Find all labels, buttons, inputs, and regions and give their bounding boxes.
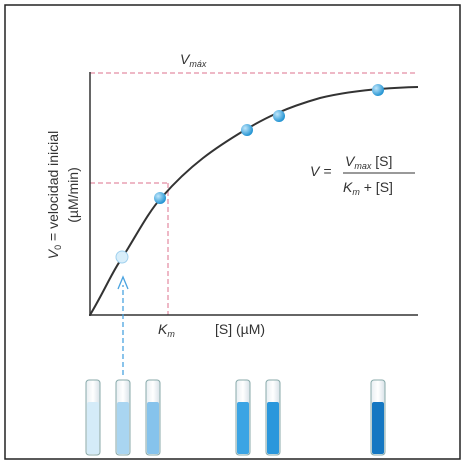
label-part: K: [343, 179, 353, 195]
label-part: = velocidad inicial: [45, 131, 61, 245]
test-tubes: [85, 379, 386, 456]
guides: [90, 72, 418, 315]
label-part: K: [158, 321, 168, 337]
label-part: + [S]: [360, 179, 393, 195]
curve: [89, 86, 419, 316]
x-axis-label: [S] (µM): [215, 321, 265, 337]
label-part: 0: [53, 245, 63, 250]
equation: V = Vmax [S] Km + [S]: [310, 153, 415, 197]
label-part: V: [345, 153, 356, 169]
label-part: V =: [310, 163, 331, 179]
label-part: máx: [189, 59, 207, 69]
label-part: V: [45, 248, 61, 259]
label-part: max: [354, 161, 372, 171]
vmax-label: Vmáx: [180, 51, 207, 69]
svg-text:Vmax [S]: Vmax [S]: [345, 153, 392, 171]
label-part: m: [167, 329, 175, 339]
label-part: [S]: [371, 153, 392, 169]
frame: [4, 4, 461, 460]
km-label: Km: [158, 321, 175, 339]
svg-text:V0 = velocidad inicial: V0 = velocidad inicial: [45, 131, 63, 259]
label-part: V: [180, 51, 191, 67]
points: [115, 84, 384, 264]
svg-text:Km + [S]: Km + [S]: [343, 179, 393, 197]
axes: [89, 72, 418, 316]
arrow-head: [117, 275, 129, 290]
label-part: m: [352, 187, 360, 197]
y-axis-label: V0 = velocidad inicial (µM/min): [45, 131, 81, 259]
label-part: (µM/min): [65, 167, 81, 223]
